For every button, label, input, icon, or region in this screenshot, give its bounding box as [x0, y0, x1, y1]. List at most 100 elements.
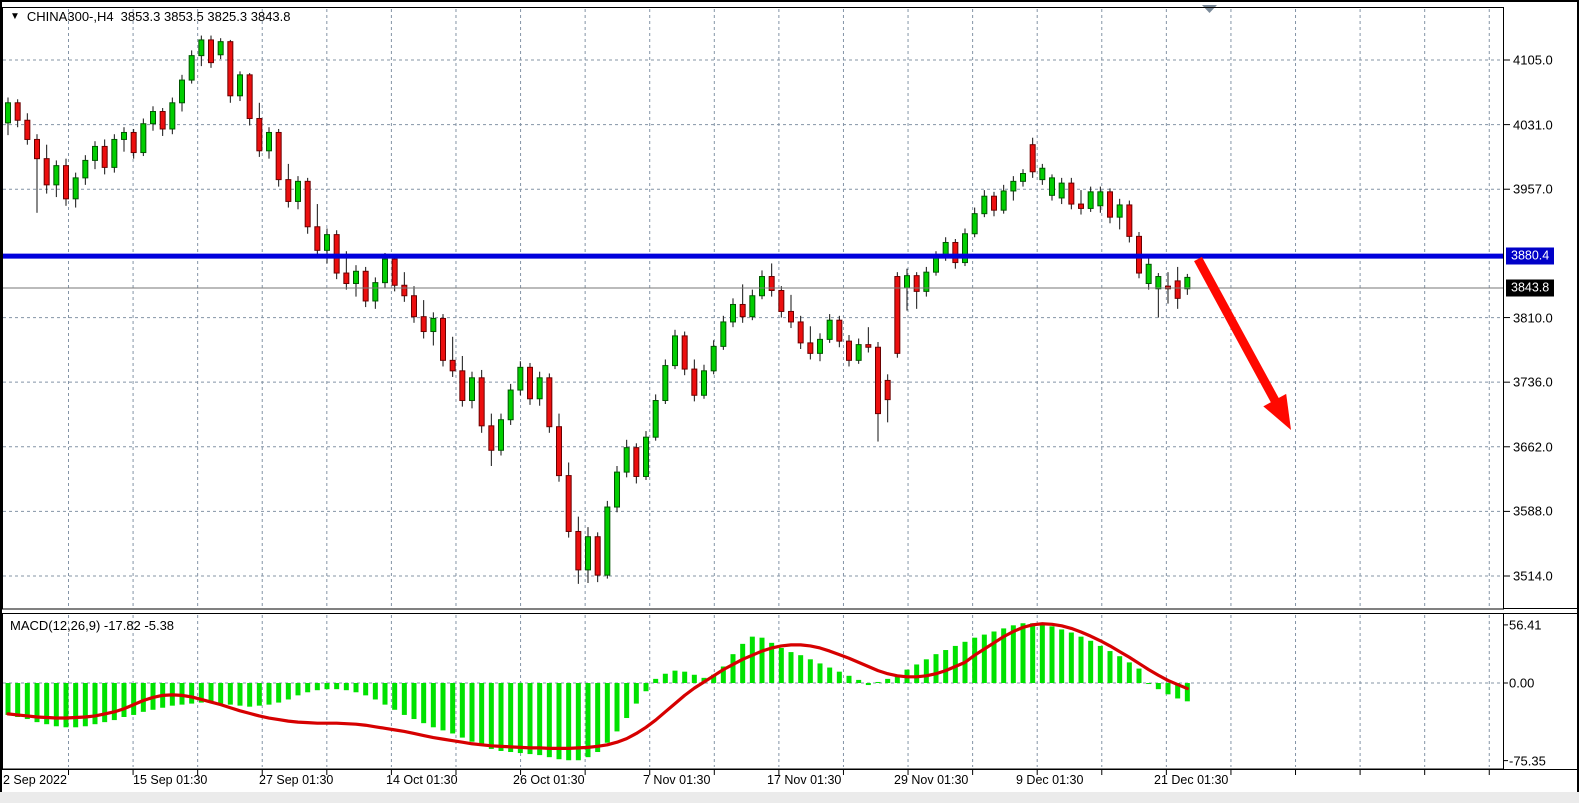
macd-histogram-bar [247, 683, 253, 707]
macd-histogram-bar [44, 683, 50, 725]
candle-up [904, 275, 911, 289]
candle-down [362, 270, 369, 302]
candle-down [884, 379, 891, 401]
macd-histogram-bar [382, 683, 388, 705]
candle-down [449, 359, 456, 372]
candle-down [1165, 285, 1172, 290]
macd-histogram-bar [972, 637, 978, 683]
macd-histogram-bar [372, 683, 378, 700]
macd-histogram-bar [102, 683, 108, 723]
candle-up [1155, 276, 1162, 290]
price-axis-label: 3736.0 [1513, 374, 1553, 390]
macd-histogram-bar [1010, 625, 1016, 683]
macd-histogram-bar [1117, 656, 1123, 683]
macd-histogram-bar [827, 667, 833, 683]
symbol-dropdown-triangle-icon[interactable]: ▼ [10, 10, 20, 22]
candle-down [159, 111, 166, 130]
macd-histogram-bar [285, 683, 291, 700]
trend-arrow-shaft [1194, 256, 1282, 408]
macd-histogram-bar [1039, 624, 1045, 683]
candle-down [285, 179, 292, 202]
macd-histogram-bar [324, 683, 330, 690]
macd-histogram-bar [885, 678, 891, 683]
candle-down [34, 138, 41, 160]
candle-down [24, 119, 31, 140]
macd-histogram-bar [295, 683, 301, 696]
price-axis-label: 4031.0 [1513, 117, 1553, 133]
candle-down [208, 39, 215, 64]
candle-down [130, 131, 137, 154]
macd-histogram-bar [817, 663, 823, 683]
macd-histogram-bar [991, 631, 997, 683]
candle-up [198, 39, 205, 57]
macd-histogram-bar [508, 683, 514, 753]
macd-histogram-bar [392, 683, 398, 710]
macd-histogram-bar [24, 683, 30, 720]
macd-histogram-bar [459, 683, 465, 738]
macd-histogram-bar [63, 683, 69, 728]
candle-down [865, 344, 872, 348]
candle-up [72, 177, 79, 200]
candle-up [933, 256, 940, 273]
macd-histogram-bar [595, 683, 601, 753]
macd-signal-line [6, 622, 1189, 751]
hline-price-tag: 3880.4 [1506, 247, 1555, 265]
macd-histogram-bar [34, 683, 40, 723]
candle-down [256, 117, 263, 152]
candle-down [797, 321, 804, 344]
macd-histogram-bar [363, 683, 369, 696]
candle-down [420, 316, 427, 333]
macd-histogram-bar [1059, 629, 1065, 683]
candle-up [1000, 190, 1007, 211]
macd-axis-label: -75.35 [1509, 753, 1546, 769]
candle-up [971, 213, 978, 235]
time-axis-label: 27 Sep 01:30 [259, 773, 334, 787]
macd-histogram-bar [218, 683, 224, 704]
macd-histogram-bar [1097, 645, 1103, 683]
candle-up [5, 102, 11, 124]
macd-histogram-bar [943, 650, 949, 683]
macd-indicator-label: MACD(12,26,9) -17.82 -5.38 [10, 618, 175, 633]
macd-histogram-bar [662, 673, 668, 683]
candle-up [1097, 191, 1104, 207]
time-axis-label: 2 Sep 2022 [3, 773, 67, 787]
candle-down [768, 276, 775, 291]
price-axis-label: 3588.0 [1513, 503, 1553, 519]
macd-histogram-bar [1049, 626, 1055, 683]
macd-histogram-bar [624, 683, 630, 719]
macd-histogram-bar [343, 683, 349, 691]
candle-down [1107, 191, 1114, 218]
time-axis-label: 26 Oct 01:30 [513, 773, 585, 787]
candle-down [101, 145, 108, 168]
candle-up [517, 366, 524, 391]
candle-up [981, 195, 988, 215]
macd-axis-label: 56.41 [1509, 617, 1542, 633]
candle-down [227, 41, 234, 97]
macd-histogram-bar [653, 678, 659, 683]
candle-down [440, 317, 447, 361]
macd-histogram-bar [5, 683, 11, 715]
time-axis-label: 15 Sep 01:30 [133, 773, 208, 787]
macd-histogram-bar [440, 683, 446, 731]
candle-up [237, 74, 244, 97]
macd-histogram-bar [691, 674, 697, 683]
macd-histogram-bar [643, 683, 649, 692]
macd-histogram-bar [198, 683, 204, 703]
candle-up [623, 447, 630, 473]
candle-up [382, 258, 389, 284]
macd-histogram-bar [759, 637, 765, 683]
candle-up [188, 55, 195, 81]
macd-histogram-bar [237, 683, 243, 706]
candle-up [672, 335, 679, 367]
candle-up [604, 506, 611, 576]
candle-up [266, 131, 273, 152]
candle-up [643, 436, 650, 477]
macd-histogram-bar [914, 664, 920, 683]
macd-histogram-bar [208, 683, 214, 703]
macd-histogram-bar [314, 683, 320, 691]
macd-histogram-bar [479, 683, 485, 746]
candle-down [43, 158, 50, 186]
time-axis-label: 14 Oct 01:30 [386, 773, 458, 787]
price-axis-label: 4105.0 [1513, 52, 1553, 68]
